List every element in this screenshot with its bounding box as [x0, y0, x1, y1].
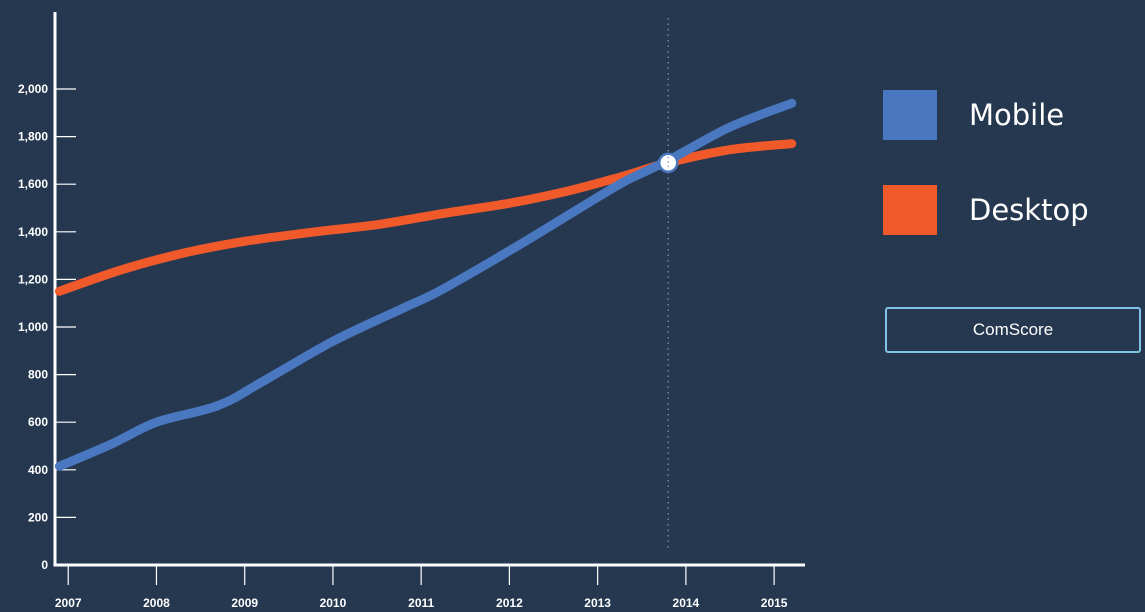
x-tick-label: 2010	[320, 596, 347, 610]
x-tick-label: 2009	[231, 596, 258, 610]
x-tick-label: 2011	[408, 596, 434, 610]
axes	[53, 12, 805, 585]
legend-item-desktop: Desktop	[883, 185, 1133, 235]
legend-label-desktop: Desktop	[969, 193, 1089, 227]
series-lines	[54, 98, 797, 471]
series-line-desktop	[54, 139, 797, 296]
y-tick-label: 400	[28, 463, 48, 477]
y-tick-label: 1,000	[18, 320, 48, 334]
x-tick-label: 2007	[55, 596, 82, 610]
source-button[interactable]: ComScore	[885, 307, 1141, 353]
x-tick-label: 2014	[673, 596, 700, 610]
legend-item-mobile: Mobile	[883, 90, 1133, 140]
y-tick-label: 1,400	[18, 225, 48, 239]
legend: Mobile Desktop	[883, 90, 1133, 280]
y-tick-label: 800	[28, 368, 48, 382]
y-tick-label: 1,800	[18, 130, 48, 144]
y-tick-label: 200	[28, 510, 48, 524]
y-tick-label: 1,200	[18, 272, 48, 286]
y-tick-label: 1,600	[18, 177, 48, 191]
series-line-mobile	[54, 98, 797, 471]
x-tick-label: 2013	[584, 596, 611, 610]
y-tick-label: 2,000	[18, 82, 48, 96]
y-tick-label: 600	[28, 415, 48, 429]
legend-swatch-desktop	[883, 185, 937, 235]
legend-label-mobile: Mobile	[969, 98, 1065, 132]
y-tick-label: 0	[41, 558, 48, 572]
x-tick-label: 2008	[143, 596, 170, 610]
y-tick-labels: 0 200 400 600 800 1,000 1,200 1,400 1,600 1,800 2,…	[18, 82, 48, 572]
x-tick-label: 2015	[761, 596, 788, 610]
legend-swatch-mobile	[883, 90, 937, 140]
x-tick-labels: 2007 2008 2009 2010 2011 2012 2013 2014 2015	[55, 596, 788, 610]
crossover-marker-group	[657, 152, 679, 174]
x-tick-label: 2012	[496, 596, 523, 610]
